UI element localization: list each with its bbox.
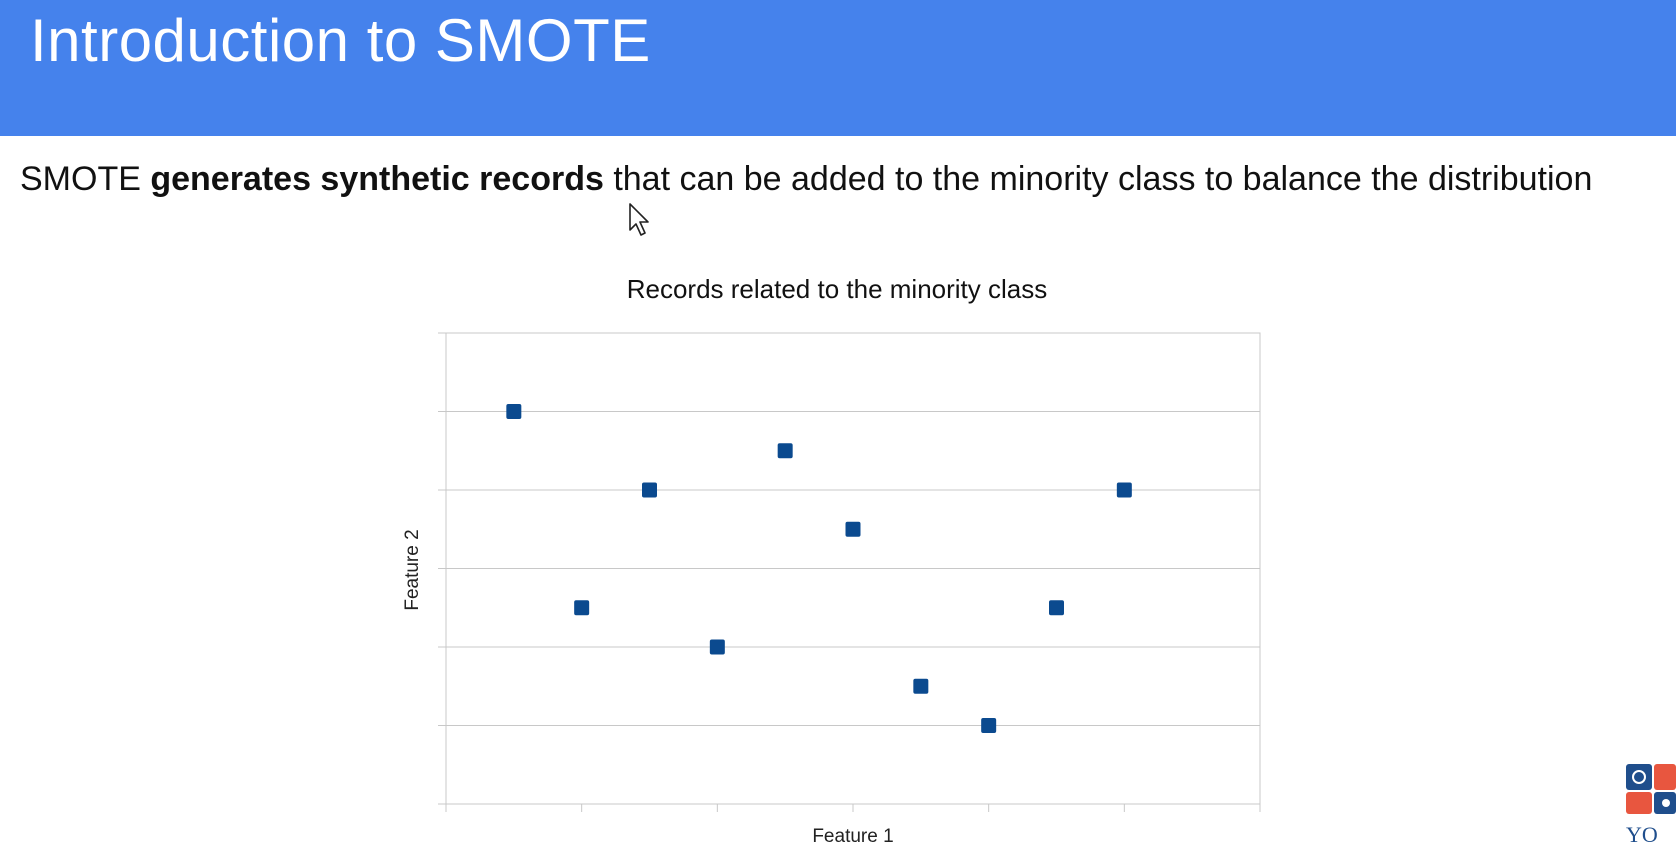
intro-prefix: SMOTE	[20, 160, 151, 198]
data-point-10	[1116, 482, 1132, 498]
axis-ticks	[438, 332, 1261, 812]
puzzle-logo-icon: YO	[1626, 764, 1676, 845]
grid-lines	[446, 411, 1260, 726]
intro-text: SMOTE generates synthetic records that c…	[20, 160, 1592, 199]
title-bar: Introduction to SMOTE	[0, 0, 1676, 136]
intro-suffix: that can be added to the minority class …	[603, 160, 1593, 198]
data-point-7	[913, 678, 929, 694]
data-point-5	[777, 443, 793, 459]
intro-bold: generates synthetic records	[150, 160, 604, 198]
data-point-3	[642, 482, 657, 498]
x-axis-label: Feature 1	[812, 826, 893, 845]
data-point-1	[506, 404, 522, 419]
data-point-6	[845, 521, 861, 537]
cursor-arrow-icon	[629, 203, 649, 236]
data-points	[506, 404, 1132, 733]
data-point-4	[709, 639, 725, 655]
y-axis-label: Feature 2	[402, 529, 423, 610]
chart-title: Records related to the minority class	[627, 274, 1048, 304]
data-point-2	[574, 600, 590, 616]
slide-title: Introduction to SMOTE	[30, 7, 651, 74]
svg-text:YO: YO	[1626, 822, 1658, 845]
data-point-8	[981, 718, 997, 733]
data-point-9	[1049, 600, 1064, 616]
scatter-chart: Records related to the minority class Fe…	[402, 274, 1261, 845]
